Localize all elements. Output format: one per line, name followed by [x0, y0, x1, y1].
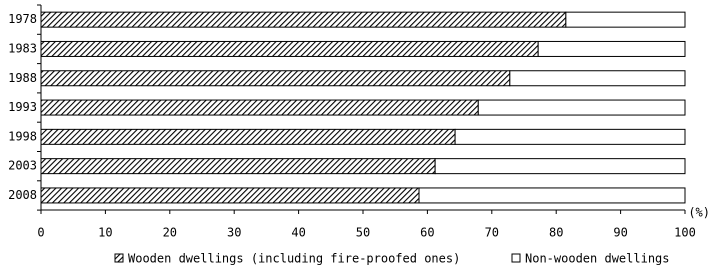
- y-tick-label: 1998: [8, 129, 37, 143]
- bar-segment: [565, 11, 686, 28]
- x-tick-label: 70: [485, 226, 499, 240]
- y-tick-label: 1978: [8, 12, 37, 26]
- x-tick-label: 40: [291, 226, 305, 240]
- x-tick-label: 50: [356, 226, 370, 240]
- x-tick-label: 60: [420, 226, 434, 240]
- bar-segment: [477, 99, 686, 116]
- legend-swatch: [114, 253, 124, 263]
- x-tick-label: 90: [613, 226, 627, 240]
- y-tick-label: 2008: [8, 188, 37, 202]
- bar-segment: [40, 187, 420, 204]
- bar-segment: [40, 70, 511, 87]
- x-tick-label: 10: [98, 226, 112, 240]
- bar-segment: [434, 158, 686, 175]
- x-tick-label: 100: [674, 226, 696, 240]
- bar-segment: [40, 40, 539, 57]
- bar-segment: [537, 40, 686, 57]
- bar-segment: [40, 158, 436, 175]
- legend-label: Non-wooden dwellings: [525, 252, 670, 266]
- bar-segment: [454, 128, 686, 145]
- bar-segment: [418, 187, 686, 204]
- x-tick-label: 80: [549, 226, 563, 240]
- bar-segment: [40, 128, 456, 145]
- y-tick-label: 1988: [8, 71, 37, 85]
- bar-segment: [40, 99, 479, 116]
- y-tick-label: 1983: [8, 41, 37, 55]
- bar-segment: [40, 11, 567, 28]
- x-tick-label: 0: [37, 226, 44, 240]
- legend-label: Wooden dwellings (including fire-proofed…: [128, 252, 460, 266]
- x-unit-label: (%): [688, 206, 710, 220]
- y-tick-label: 1993: [8, 100, 37, 114]
- legend-swatch: [511, 253, 521, 263]
- x-tick-label: 30: [227, 226, 241, 240]
- x-tick-label: 20: [163, 226, 177, 240]
- bar-segment: [509, 70, 686, 87]
- y-tick-label: 2003: [8, 159, 37, 173]
